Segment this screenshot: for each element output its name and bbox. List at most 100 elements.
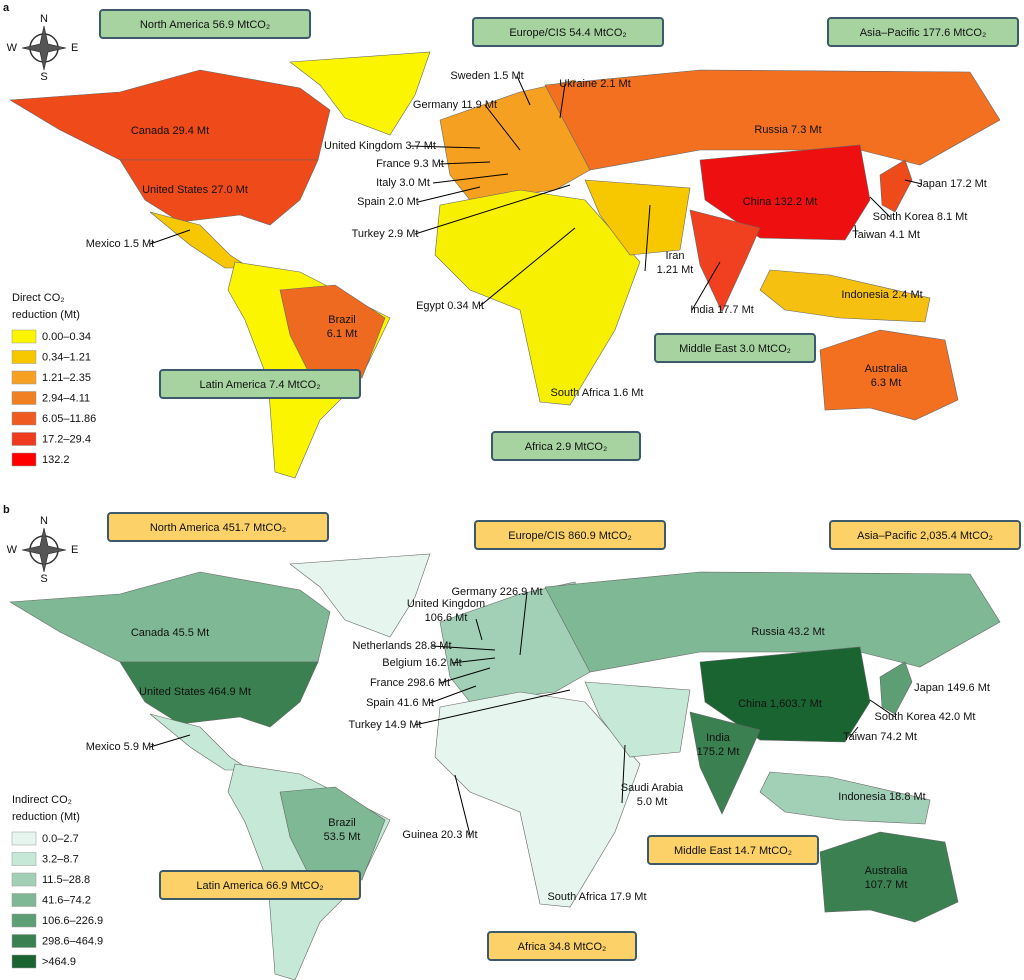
leader-line xyxy=(484,104,521,151)
country-label: France 9.3 Mt xyxy=(376,158,444,170)
country-label: South Africa 1.6 Mt xyxy=(551,387,644,399)
russia xyxy=(544,69,1001,171)
panel-label: b xyxy=(3,504,10,516)
region-label: Africa 34.8 MtCO₂ xyxy=(518,941,607,953)
legend-swatch xyxy=(11,350,37,364)
legend-swatch xyxy=(11,934,37,948)
country-label: Russia 43.2 Mt xyxy=(751,626,824,638)
country-label: Belgium 16.2 Mt xyxy=(382,657,461,669)
compass-e: E xyxy=(71,42,78,54)
legend-swatch xyxy=(11,893,37,907)
region-label: Latin America 7.4 MtCO₂ xyxy=(199,379,320,391)
legend-label: 0.00–0.34 xyxy=(42,331,91,343)
greenland xyxy=(289,553,431,638)
legend-swatch xyxy=(11,913,37,928)
legend-swatch xyxy=(11,329,37,344)
region-box xyxy=(829,520,1021,550)
compass-w: W xyxy=(7,544,18,556)
country-label: 6.1 Mt xyxy=(327,328,358,340)
panel-label: a xyxy=(3,2,10,14)
country-label: China 1,603.7 Mt xyxy=(738,698,822,710)
region-label: Middle East 3.0 MtCO₂ xyxy=(679,343,791,355)
compass-w: W xyxy=(7,42,18,54)
leader-line xyxy=(454,774,471,836)
leader-line xyxy=(904,179,923,185)
region-label: Latin America 66.9 MtCO₂ xyxy=(196,880,323,892)
country-label: South Korea 8.1 Mt xyxy=(873,211,968,223)
region-box xyxy=(107,512,329,542)
country-label: Japan 149.6 Mt xyxy=(914,682,990,694)
legend-swatch xyxy=(11,411,37,426)
legend-label: 1.21–2.35 xyxy=(42,372,91,384)
country-label: India xyxy=(706,732,731,744)
country-label: Mexico 5.9 Mt xyxy=(86,741,154,753)
country-label: Canada 45.5 Mt xyxy=(131,627,209,639)
region-box xyxy=(827,17,1019,47)
legend-label: 106.6–226.9 xyxy=(42,915,103,927)
legend-label: 0.0–2.7 xyxy=(42,833,79,845)
country-label: Mexico 1.5 Mt xyxy=(86,238,154,250)
country-label: 175.2 Mt xyxy=(697,746,740,758)
middle-east xyxy=(584,681,691,758)
country-label: South Africa 17.9 Mt xyxy=(547,891,646,903)
leader-line xyxy=(621,744,626,804)
region-box xyxy=(472,17,664,47)
country-label: United Kingdom xyxy=(407,598,485,610)
china xyxy=(699,144,871,241)
leader-line xyxy=(691,261,721,311)
middle-east xyxy=(584,179,691,256)
legend-title: reduction (Mt) xyxy=(12,309,80,321)
country-label: Spain 41.6 Mt xyxy=(366,697,434,709)
leader-line xyxy=(432,173,509,184)
legend-title: Indirect CO₂ xyxy=(12,794,72,806)
australia xyxy=(819,831,959,923)
country-label: Turkey 2.9 Mt xyxy=(352,228,419,240)
region-label: Asia–Pacific 177.6 MtCO₂ xyxy=(860,27,987,39)
leader-line xyxy=(475,618,483,641)
japan xyxy=(879,661,913,715)
country-label: Australia xyxy=(865,865,909,877)
legend-swatch xyxy=(11,391,37,405)
legend-swatch xyxy=(11,872,37,887)
country-label: Egypt 0.34 Mt xyxy=(416,300,484,312)
leader-line xyxy=(869,699,896,718)
leader-line xyxy=(429,685,477,704)
country-label: United Kingdom 3.7 Mt xyxy=(324,140,436,152)
region-box xyxy=(647,835,819,865)
compass-n: N xyxy=(40,515,48,527)
leader-line xyxy=(439,161,491,165)
leader-line xyxy=(451,657,496,664)
country-label: 53.5 Mt xyxy=(324,831,361,843)
country-label: 6.3 Mt xyxy=(871,377,902,389)
country-label: China 132.2 Mt xyxy=(743,196,818,208)
country-label: India 17.7 Mt xyxy=(690,304,754,316)
country-label: France 298.6 Mt xyxy=(370,677,450,689)
country-label: Australia xyxy=(865,363,909,375)
legend-label: 6.05–11.86 xyxy=(42,413,96,425)
country-label: Canada 29.4 Mt xyxy=(131,125,209,137)
region-label: Europe/CIS 54.4 MtCO₂ xyxy=(509,27,626,39)
legend: Indirect CO₂ reduction (Mt) 0.0–2.7 3.2–8.7… xyxy=(11,794,103,969)
japan xyxy=(879,159,913,213)
legend-swatch xyxy=(11,432,37,446)
country-label: Italy 3.0 Mt xyxy=(376,177,430,189)
legend-swatch xyxy=(11,831,37,846)
legend-label: 17.2–29.4 xyxy=(42,433,91,445)
country-label: 5.0 Mt xyxy=(637,796,668,808)
compass: N S E W xyxy=(7,515,79,585)
region-label: Europe/CIS 860.9 MtCO₂ xyxy=(508,530,632,542)
legend-label: 11.5–28.8 xyxy=(42,874,90,886)
country-label: Netherlands 28.8 Mt xyxy=(352,640,451,652)
country-label: Russia 7.3 Mt xyxy=(754,124,821,136)
country-label: Guinea 20.3 Mt xyxy=(402,829,477,841)
leader-line xyxy=(519,591,528,656)
russia xyxy=(544,571,1001,673)
country-label: Indonesia 18.8 Mt xyxy=(838,791,925,803)
country-label: Saudi Arabia xyxy=(621,782,684,794)
region-box xyxy=(99,9,311,39)
panel: b N S E W Canada 45.5 Mt United States 464.9 M… xyxy=(3,504,1021,980)
country-label: United States 27.0 Mt xyxy=(142,184,248,196)
country-label: Taiwan 4.1 Mt xyxy=(852,229,920,241)
canada xyxy=(9,69,331,161)
india xyxy=(689,209,761,313)
